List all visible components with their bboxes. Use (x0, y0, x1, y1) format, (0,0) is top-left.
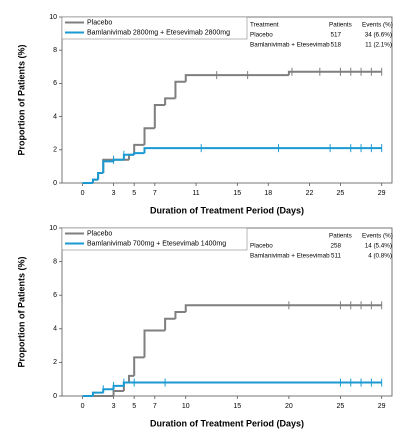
x-tick-label: 11 (192, 190, 199, 197)
plot-frame (61, 227, 393, 397)
legend-label: Placebo (87, 19, 112, 26)
x-tick-label: 7 (153, 190, 157, 197)
step-segment (143, 127, 155, 145)
plot-frame (61, 16, 393, 184)
table-cell: 14 (5.4%) (365, 243, 392, 250)
y-tick-label: 8 (53, 258, 57, 265)
table-header: Treatment (250, 22, 279, 29)
legend-box (61, 227, 248, 251)
y-tick-label: 8 (53, 47, 57, 54)
step-segment (112, 158, 124, 162)
y-tick-label: 4 (53, 113, 57, 120)
legend-label: Bamlanivimab 700mg + Etesevimab 1400mg (87, 240, 226, 247)
step-segment (102, 160, 114, 174)
step-segment (153, 103, 166, 129)
table-cell: 11 (2.1%) (365, 42, 392, 49)
x-tick-label: 5 (132, 190, 136, 197)
table-header: Patients (329, 22, 352, 29)
table-cell: 517 (330, 32, 341, 39)
table-header: Events (%) (362, 22, 393, 29)
table-header: Events (%) (362, 233, 393, 240)
x-tick-label: 7 (153, 403, 157, 410)
step-segment (133, 152, 145, 155)
step-segment (97, 172, 104, 180)
step-segment (102, 388, 114, 393)
x-axis-label: Duration of Treatment Period (Days) (150, 205, 304, 215)
y-tick-label: 4 (53, 326, 57, 333)
step-segment (184, 304, 382, 312)
x-axis-label: Duration of Treatment Period (Days) (150, 418, 304, 428)
x-tick-label: 18 (264, 190, 272, 197)
legend-label: Bamlanivimab 2800mg + Etesevimab 2800mg (87, 29, 230, 36)
x-tick-label: 25 (337, 403, 345, 410)
x-tick-label: 29 (378, 403, 386, 410)
y-tick-label: 0 (53, 180, 57, 187)
chart: 0 2 4 6 8 10 0 3 5 7 10 15 20 25 29 Duration of Treatme… (16, 225, 392, 429)
step-segment (133, 356, 145, 376)
table-cell: 518 (330, 42, 341, 49)
step-segment (174, 311, 186, 319)
chart: 0 2 4 6 8 10 0 3 5 7 11 15 18 22 25 29 Duration of Treat… (16, 14, 392, 216)
x-tick-label: 0 (81, 403, 85, 410)
x-tick-label: 3 (112, 403, 116, 410)
table-cell: Bamlanivimab + Etesevimab (250, 42, 330, 49)
step-segment (143, 329, 166, 358)
legend-box (61, 16, 248, 40)
step-segment (91, 178, 99, 183)
table-cell: Bamlanivimab + Etesevimab (250, 253, 330, 260)
table-cell: 4 (0.8%) (368, 253, 392, 260)
table-header: Patients (329, 233, 352, 240)
step-segment (133, 143, 145, 155)
x-tick-label: 3 (112, 190, 116, 197)
y-tick-label: 0 (53, 393, 57, 400)
x-tick-label: 15 (233, 403, 241, 410)
x-tick-label: 20 (285, 403, 293, 410)
y-tick-label: 6 (53, 80, 57, 87)
x-tick-label: 0 (81, 190, 85, 197)
table-cell: Placebo (250, 32, 273, 39)
step-segment (112, 389, 124, 396)
step-segment (184, 74, 289, 82)
step-segment (91, 391, 104, 396)
step-segment (122, 381, 382, 386)
table-cell: 258 (330, 243, 341, 250)
x-tick-label: 22 (306, 190, 314, 197)
y-tick-label: 2 (53, 147, 57, 154)
y-tick-label: 10 (49, 14, 57, 21)
table-cell: 34 (6.6%) (365, 32, 392, 39)
y-tick-label: 10 (49, 225, 57, 232)
x-tick-label: 5 (132, 403, 136, 410)
x-tick-label: 25 (337, 190, 345, 197)
y-axis-label: Proportion of Patients (%) (16, 257, 26, 368)
x-tick-label: 29 (378, 190, 386, 197)
step-segment (164, 97, 176, 105)
step-segment (174, 80, 186, 99)
step-segment (143, 147, 382, 154)
y-axis-label: Proportion of Patients (%) (16, 45, 26, 156)
step-segment (164, 317, 176, 331)
table-cell: Placebo (250, 243, 273, 250)
table-cell: 511 (331, 253, 342, 260)
y-tick-label: 6 (53, 292, 57, 299)
step-segment (112, 384, 124, 390)
y-tick-label: 2 (53, 359, 57, 366)
step-segment (128, 374, 135, 383)
x-tick-label: 10 (182, 403, 190, 410)
legend-label: Placebo (87, 230, 112, 237)
step-segment (287, 70, 382, 76)
x-tick-label: 15 (233, 190, 241, 197)
